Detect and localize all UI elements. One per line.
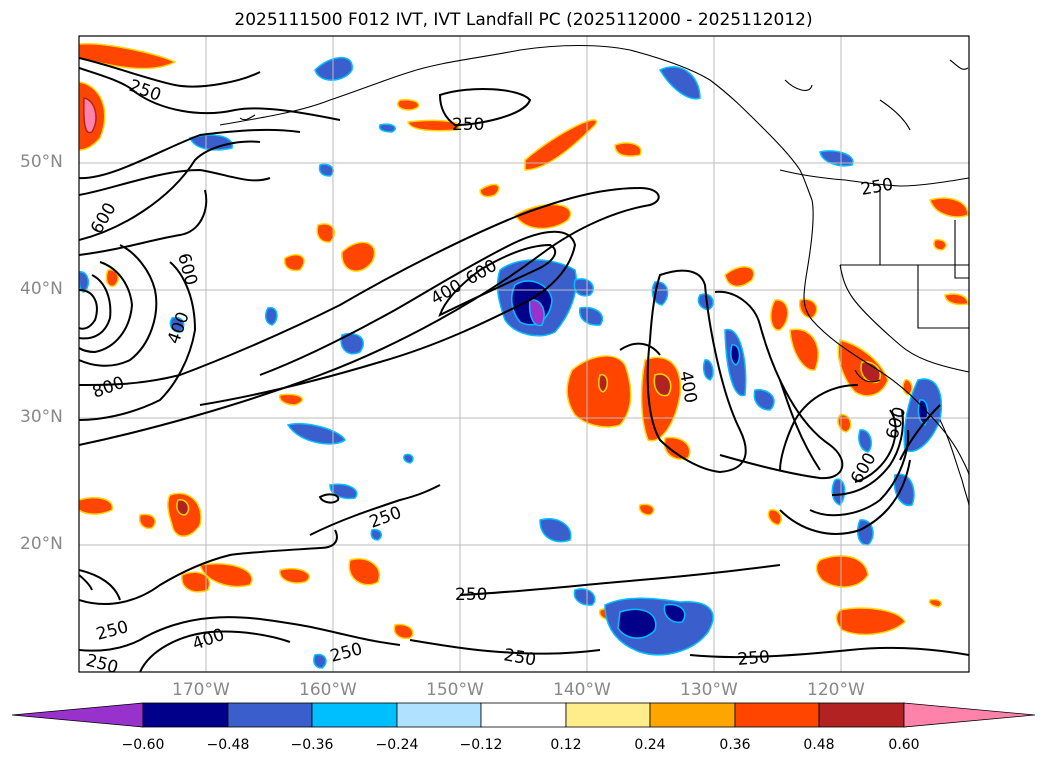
- contour-label: 400: [190, 625, 227, 655]
- lat-label-40n: 40°N: [20, 279, 63, 299]
- lat-label-50n: 50°N: [20, 152, 63, 172]
- lat-label-30n: 30°N: [20, 407, 63, 427]
- colorbar-tick-label: 0.60: [888, 737, 920, 753]
- contour-label: 250: [452, 115, 484, 135]
- contour-label: 250: [502, 645, 537, 670]
- contour-label: 250: [328, 639, 365, 667]
- contour-label: 250: [94, 617, 131, 645]
- contour-label: 600: [847, 449, 881, 487]
- graticule: [79, 36, 969, 672]
- contour-label: 250: [455, 585, 487, 605]
- lon-label-130w: 130°W: [680, 680, 738, 700]
- contour-label: 250: [84, 651, 121, 679]
- lon-label-170w: 170°W: [172, 680, 230, 700]
- colorbar-swatch: [227, 702, 313, 728]
- contour-label: 400: [164, 309, 194, 346]
- colorbar-swatch: [480, 702, 567, 728]
- colorbar-swatch: [565, 702, 651, 728]
- contour-label: 250: [367, 503, 404, 533]
- colorbar-tick-label: −0.60: [121, 737, 165, 753]
- colorbar-extend-right: [903, 702, 1036, 728]
- colorbar-tick-label: 0.48: [803, 737, 835, 753]
- colorbar-swatch: [734, 702, 820, 728]
- colorbar-extend-left: [11, 702, 144, 728]
- coastlines: [219, 44, 969, 506]
- contour-label: 250: [859, 175, 894, 200]
- colorbar-tick-label: 0.36: [719, 737, 751, 753]
- contour-label: 600: [173, 251, 201, 288]
- lon-label-140w: 140°W: [553, 680, 611, 700]
- lon-label-120w: 120°W: [807, 680, 865, 700]
- colorbar-swatch: [311, 702, 398, 728]
- contour-label: 800: [90, 373, 127, 403]
- lon-label-160w: 160°W: [299, 680, 357, 700]
- colorbar-tick-label: 0.12: [550, 737, 582, 753]
- colorbar-swatch: [649, 702, 736, 728]
- ivt-contours: [79, 57, 969, 672]
- contour-label: 250: [737, 647, 771, 670]
- colorbar: [11, 702, 1036, 728]
- contour-label: 600: [87, 199, 121, 237]
- map-frame: [78, 35, 970, 673]
- colorbar-tick-label: −0.12: [459, 737, 503, 753]
- colorbar-tick-label: 0.24: [634, 737, 666, 753]
- colorbar-tick-label: −0.36: [290, 737, 334, 753]
- colorbar-swatch: [396, 702, 482, 728]
- lon-label-150w: 150°W: [426, 680, 484, 700]
- lat-label-20n: 20°N: [20, 534, 63, 554]
- colorbar-tick-label: −0.24: [375, 737, 419, 753]
- map-title: 2025111500 F012 IVT, IVT Landfall PC (20…: [234, 10, 813, 30]
- colorbar-swatch: [818, 702, 905, 728]
- colorbar-swatch: [142, 702, 229, 728]
- colorbar-tick-label: −0.48: [206, 737, 250, 753]
